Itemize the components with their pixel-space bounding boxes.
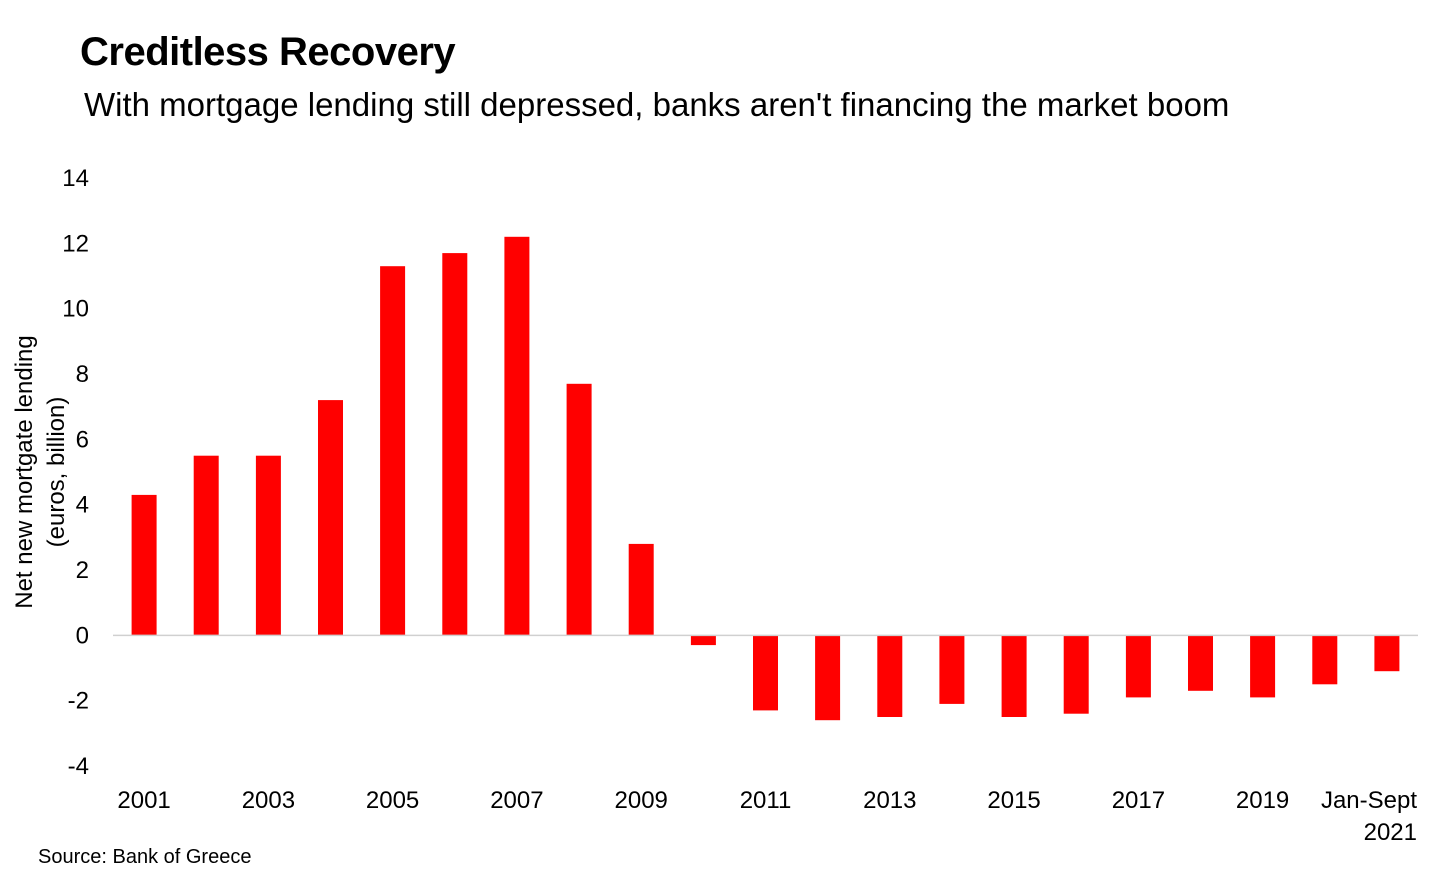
y-axis-ticks: 14 12 10 8 6 4 2 0 -2 -4 (62, 165, 89, 780)
y-tick-label: -2 (68, 688, 89, 715)
x-tick-label: 2007 (490, 787, 543, 814)
source-note: Source: Bank of Greece (38, 846, 252, 868)
bar-2006 (442, 253, 468, 636)
y-tick-label: 2 (76, 557, 89, 584)
x-tick-label: 2013 (863, 787, 916, 814)
bar-2013 (877, 635, 903, 717)
y-tick-label: 14 (62, 165, 89, 192)
bar-2008 (566, 383, 592, 636)
chart-subtitle: With mortgage lending still depressed, b… (84, 86, 1230, 123)
y-tick-label: 6 (76, 426, 89, 453)
bar-2017 (1125, 635, 1151, 698)
bar-2001 (131, 494, 157, 636)
y-tick-label: 10 (62, 296, 89, 323)
y-tick-label: 8 (76, 361, 89, 388)
y-tick-label: -4 (68, 753, 89, 780)
x-tick-label: 2017 (1112, 787, 1165, 814)
bar-2015 (1001, 635, 1027, 717)
bar-2019 (1250, 635, 1276, 698)
y-axis-title-line: Net new mortgate lending (11, 335, 38, 609)
bar-2016 (1063, 635, 1089, 714)
y-tick-label: 12 (62, 230, 89, 257)
bar-2009 (628, 543, 654, 636)
bar-2007 (504, 236, 530, 636)
x-tick-label: 2021 (1364, 819, 1417, 846)
y-tick-label: 0 (76, 622, 89, 649)
bar-2014 (939, 635, 965, 704)
bar-2004 (318, 400, 343, 636)
y-axis-title: Net new mortgate lending (euros, billion) (11, 335, 70, 609)
bar-2010 (690, 635, 716, 646)
bars (131, 236, 1400, 721)
x-tick-label: 2001 (117, 787, 170, 814)
x-tick-label: 2011 (740, 787, 792, 814)
bar-jan-sept-2021 (1374, 635, 1400, 672)
bar-2012 (815, 635, 841, 721)
x-tick-label: 2005 (366, 787, 419, 814)
x-axis-ticks: 2001 2003 2005 2007 2009 2011 2013 2015 2017 2019… (117, 787, 1417, 846)
x-tick-label: Jan-Sept (1321, 787, 1417, 814)
bar-2020 (1312, 635, 1338, 685)
bar-2011 (753, 635, 778, 711)
x-tick-label: 2019 (1236, 787, 1289, 814)
chart-title: Creditless Recovery (80, 30, 456, 74)
bar-2005 (380, 266, 406, 636)
x-tick-label: 2009 (615, 787, 668, 814)
bar-2002 (193, 455, 219, 636)
y-axis-title-line: (euros, billion) (43, 397, 70, 548)
y-tick-label: 4 (76, 492, 89, 519)
bar-2018 (1188, 635, 1213, 691)
bar-2003 (255, 455, 281, 636)
x-tick-label: 2003 (242, 787, 295, 814)
x-tick-label: 2015 (987, 787, 1040, 814)
